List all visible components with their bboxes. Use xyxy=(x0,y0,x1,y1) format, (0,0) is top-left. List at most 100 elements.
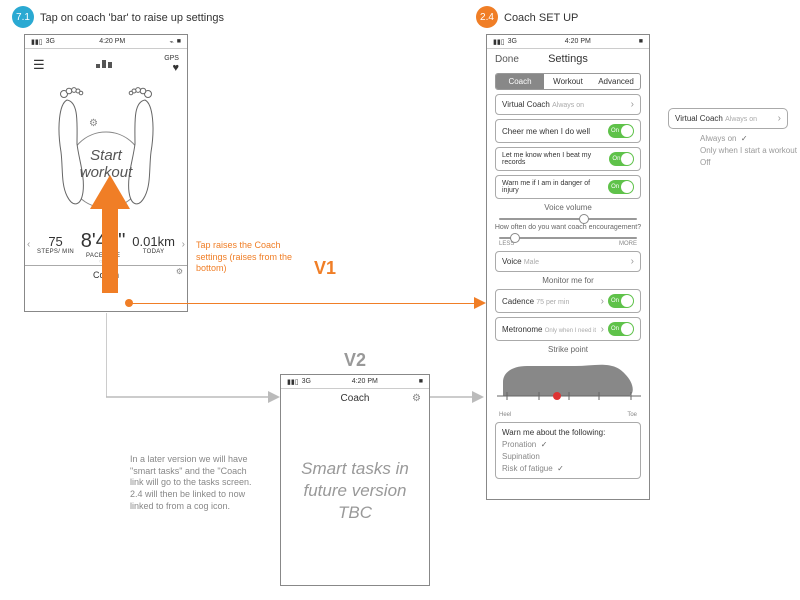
settings-title: Settings xyxy=(519,53,617,65)
warn-item-label: Risk of fatigue xyxy=(502,464,553,473)
virtual-coach-popover: Virtual Coach Always on › xyxy=(668,108,788,129)
encouragement-slider[interactable] xyxy=(499,237,637,239)
gps-label: GPS xyxy=(164,55,179,62)
stat-today-lbl: TODAY xyxy=(132,249,175,255)
carrier-label: 3G xyxy=(508,38,517,45)
heart-icon: ♥ xyxy=(172,62,179,74)
heel-label: Heel xyxy=(499,412,511,418)
toggle-records[interactable]: On xyxy=(609,152,634,166)
carrier-label: 3G xyxy=(46,38,55,45)
toggle-on-label: On xyxy=(611,298,619,304)
row-voice[interactable]: Voice Male › xyxy=(495,251,641,272)
row-virtual-coach[interactable]: Virtual Coach Always on › xyxy=(495,94,641,115)
popover-label: Virtual Coach xyxy=(675,114,723,123)
warn-pronation[interactable]: Pronation ✓ xyxy=(502,440,634,449)
toggle-cheer[interactable]: On xyxy=(608,124,634,138)
gear-icon[interactable]: ⚙ xyxy=(176,267,183,276)
badge-71-num: 7.1 xyxy=(16,12,30,23)
vc-sub: Always on xyxy=(552,102,584,109)
chevron-right-icon: › xyxy=(631,256,634,267)
row-injury: Warn me if I am in danger of injury On xyxy=(495,175,641,199)
status-time: 4:20 PM xyxy=(565,38,591,45)
tab-advanced[interactable]: Advanced xyxy=(592,74,640,89)
flow-line-v1 xyxy=(130,303,480,304)
status-bar-v2: ▮▮▯3G 4:20 PM ■ xyxy=(281,375,429,389)
toggle-metronome[interactable]: On xyxy=(608,322,634,336)
voice-sub: Male xyxy=(524,259,539,266)
row-cadence[interactable]: Cadence 75 per min › On xyxy=(495,289,641,313)
badge-24: 2.4 xyxy=(476,6,498,28)
signal-icon: ▮▮▯ xyxy=(31,38,43,46)
monitor-label: Monitor me for xyxy=(487,276,649,285)
status-bar: ▮▮▯3G 4:20 PM ⌁■ xyxy=(25,35,187,49)
bars-icon[interactable] xyxy=(95,58,113,71)
warn-box: Warn me about the following: Pronation ✓… xyxy=(495,422,641,479)
v2-body: Smart tasks in future version TBC xyxy=(281,408,429,524)
status-bar-settings: ▮▮▯3G 4:20 PM ■ xyxy=(487,35,649,49)
check-icon: ✓ xyxy=(557,464,564,473)
battery-icon: ■ xyxy=(639,38,643,45)
cheer-label: Cheer me when I do well xyxy=(502,127,590,136)
row-metronome[interactable]: Metronome Only when I need it ›On xyxy=(495,317,641,341)
status-time: 4:20 PM xyxy=(352,378,378,385)
tab-coach[interactable]: Coach xyxy=(496,74,544,89)
chevron-right-icon[interactable]: › xyxy=(182,239,185,250)
stat-steps: 75STEPS/ MIN xyxy=(37,234,74,255)
check-icon: ✓ xyxy=(541,440,548,449)
status-time: 4:20 PM xyxy=(99,38,125,45)
toggle-injury[interactable]: On xyxy=(608,180,634,194)
injury-label: Warn me if I am in danger of injury xyxy=(502,180,608,194)
badge-71: 7.1 xyxy=(12,6,34,28)
warn-item-label: Pronation xyxy=(502,440,536,449)
opt-always-on[interactable]: Always on ✓ xyxy=(700,134,797,143)
toggle-cadence[interactable]: On xyxy=(608,294,634,308)
menu-icon[interactable]: ☰ xyxy=(33,57,45,73)
battery-icon: ■ xyxy=(177,38,181,45)
v2-header: Coach ⚙ xyxy=(281,389,429,408)
signal-icon: ▮▮▯ xyxy=(493,38,505,46)
warn-title: Warn me about the following: xyxy=(502,428,634,437)
opt-label: Only when I start a workout xyxy=(700,146,797,155)
volume-slider[interactable] xyxy=(499,218,637,220)
badge-24-num: 2.4 xyxy=(480,12,494,23)
row-records: Let me know when I beat my records On xyxy=(495,147,641,171)
battery-icon: ■ xyxy=(419,378,423,385)
toe-label: Toe xyxy=(627,412,637,418)
stat-steps-val: 75 xyxy=(37,234,74,249)
warn-supination[interactable]: Supination xyxy=(502,452,634,461)
cadence-label: Cadence xyxy=(502,297,534,306)
orange-arrow-up-icon xyxy=(90,175,130,295)
svg-text:Start: Start xyxy=(90,147,123,164)
annotation-tap-raises: Tap raises the Coach settings (raises fr… xyxy=(196,240,306,275)
chevron-right-icon: › xyxy=(631,99,634,110)
vc-label: Virtual Coach xyxy=(502,100,550,109)
toggle-on-label: On xyxy=(611,184,619,190)
flow-line-grey-1 xyxy=(106,313,280,409)
stat-today-val: 0.01km xyxy=(132,234,175,249)
chevron-left-icon[interactable]: ‹ xyxy=(27,239,30,250)
chevron-right-icon: › xyxy=(601,296,604,307)
toggle-on-label: On xyxy=(612,156,620,162)
signal-icon: ▮▮▯ xyxy=(287,378,299,386)
metronome-sub: Only when I need it xyxy=(545,328,596,334)
badge-71-title: Tap on coach 'bar' to raise up settings xyxy=(40,12,224,24)
stat-steps-lbl: STEPS/ MIN xyxy=(37,249,74,255)
records-label: Let me know when I beat my records xyxy=(502,152,609,166)
opt-off[interactable]: Off xyxy=(700,158,797,167)
bt-icon: ⌁ xyxy=(170,38,174,46)
carrier-label: 3G xyxy=(302,378,311,385)
strike-label: Strike point xyxy=(487,345,649,354)
done-button[interactable]: Done xyxy=(495,54,519,65)
voice-volume-label: Voice volume xyxy=(487,203,649,212)
gear-icon[interactable]: ⚙ xyxy=(412,393,421,404)
opt-workout[interactable]: Only when I start a workout xyxy=(700,146,797,155)
v2-label: V2 xyxy=(344,350,366,371)
check-icon: ✓ xyxy=(741,134,748,143)
flow-line-grey-2 xyxy=(430,391,484,403)
tab-workout[interactable]: Workout xyxy=(544,74,592,89)
warn-fatigue[interactable]: Risk of fatigue ✓ xyxy=(502,464,634,473)
arrowhead-orange-icon xyxy=(474,297,486,309)
opt-label: Off xyxy=(700,158,711,167)
cadence-sub: 75 per min xyxy=(536,299,569,306)
segmented-control[interactable]: Coach Workout Advanced xyxy=(495,73,641,90)
